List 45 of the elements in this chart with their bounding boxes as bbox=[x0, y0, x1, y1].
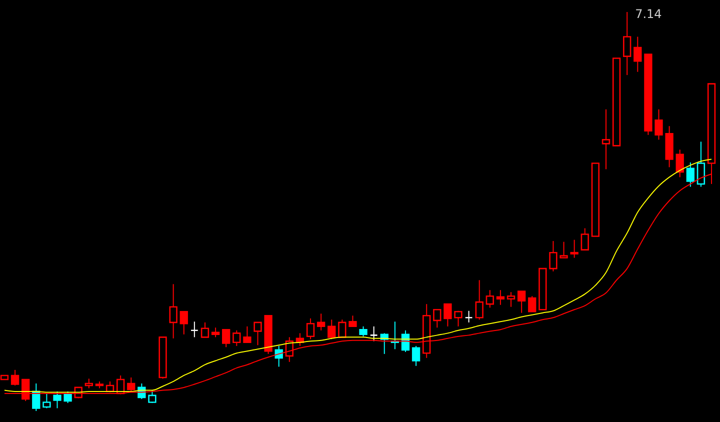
candlestick bbox=[517, 290, 526, 314]
candlestick bbox=[254, 322, 262, 346]
candlestick bbox=[328, 319, 336, 340]
candlestick bbox=[84, 378, 93, 389]
candlestick bbox=[486, 290, 494, 308]
candlestick bbox=[433, 309, 442, 328]
candlestick bbox=[53, 390, 62, 409]
candlestick bbox=[359, 326, 368, 337]
candlestick bbox=[190, 321, 199, 338]
candlestick bbox=[570, 239, 578, 258]
candlestick bbox=[580, 228, 589, 250]
annotation: 7.14 bbox=[635, 7, 662, 21]
candlestick bbox=[475, 280, 484, 320]
candlestick bbox=[42, 392, 51, 409]
candlestick bbox=[148, 390, 156, 404]
candlestick bbox=[232, 330, 241, 346]
candlestick bbox=[211, 327, 220, 338]
candlestick bbox=[686, 162, 694, 188]
candlestick bbox=[370, 326, 378, 342]
candlestick bbox=[348, 315, 357, 328]
candlestick bbox=[623, 12, 632, 76]
candlestick bbox=[560, 241, 568, 258]
candlestick bbox=[10, 369, 20, 386]
candlestick bbox=[549, 240, 558, 272]
candlestick bbox=[528, 296, 536, 312]
candlestick bbox=[444, 303, 452, 327]
candlestick bbox=[634, 36, 642, 72]
candlestick bbox=[180, 311, 188, 335]
candlestick bbox=[602, 108, 610, 170]
candlestick bbox=[676, 149, 684, 178]
candlestick bbox=[338, 319, 346, 338]
candlestick bbox=[496, 290, 505, 306]
candlestick bbox=[464, 310, 473, 323]
candlestick bbox=[654, 108, 663, 140]
candlestick bbox=[222, 328, 230, 348]
candlestick bbox=[412, 345, 420, 366]
candlestick bbox=[454, 310, 462, 327]
candlestick bbox=[64, 390, 72, 404]
candlestick bbox=[169, 284, 178, 339]
candlestick bbox=[306, 318, 315, 340]
candlestick bbox=[696, 141, 706, 188]
candlestick bbox=[506, 292, 516, 308]
candlestick bbox=[243, 326, 252, 344]
candlestick bbox=[316, 313, 326, 331]
candlestick bbox=[200, 322, 210, 338]
